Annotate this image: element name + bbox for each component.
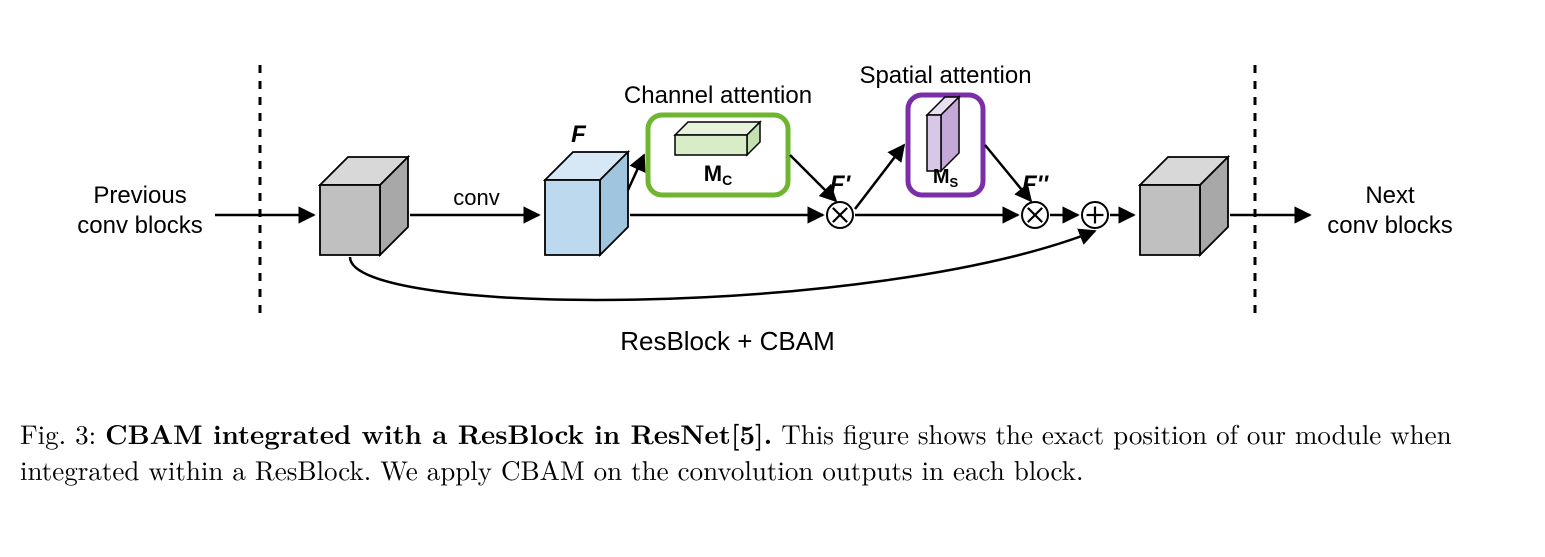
- prev-blocks-label-2: conv blocks: [77, 212, 202, 239]
- conv-label: conv: [453, 185, 499, 210]
- cbam-diagram: Previous conv blocks conv F Channel attentio…: [20, 20, 1525, 370]
- fpp-label: F'': [1022, 171, 1049, 198]
- figure-caption: Fig. 3: CBAM integrated with a ResBlock …: [20, 415, 1525, 488]
- resblock-cbam-label: ResBlock + CBAM: [620, 326, 835, 356]
- mc-label: MC: [704, 161, 732, 188]
- skip-connection: [350, 231, 1095, 300]
- next-blocks-label-2: conv blocks: [1327, 212, 1452, 239]
- prev-blocks-label-1: Previous: [93, 182, 186, 209]
- next-blocks-label-1: Next: [1365, 182, 1415, 209]
- ms-label: MS: [933, 166, 959, 190]
- f-label: F: [571, 121, 587, 148]
- spatial-attention-label: Spatial attention: [859, 62, 1031, 89]
- fprime-label: F': [830, 171, 852, 198]
- channel-attention-label: Channel attention: [624, 82, 812, 109]
